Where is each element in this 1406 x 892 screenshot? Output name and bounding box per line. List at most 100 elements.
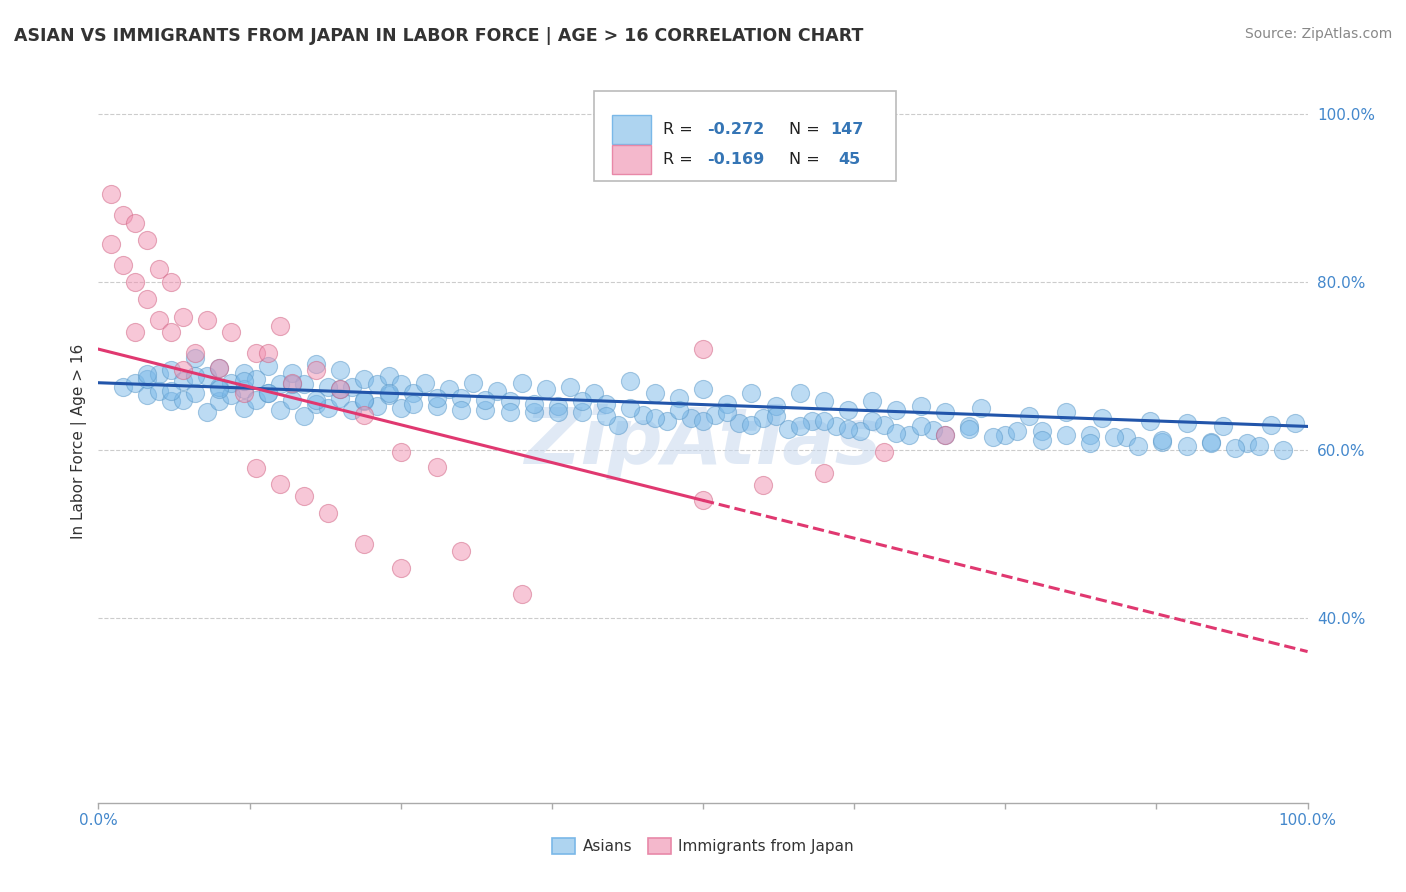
Point xyxy=(1018,409,1040,424)
Point xyxy=(148,312,170,326)
Point xyxy=(474,402,496,417)
Point xyxy=(305,363,328,377)
FancyBboxPatch shape xyxy=(613,115,651,145)
Point xyxy=(704,408,727,422)
Point xyxy=(245,392,267,407)
Point xyxy=(1007,425,1029,439)
Point xyxy=(232,383,254,397)
Legend: Asians, Immigrants from Japan: Asians, Immigrants from Japan xyxy=(546,832,860,860)
Point xyxy=(873,417,896,432)
Point xyxy=(316,506,339,520)
Point xyxy=(450,391,472,405)
Point xyxy=(1175,439,1198,453)
Point xyxy=(498,405,520,419)
Text: R =: R = xyxy=(664,152,697,167)
Point xyxy=(957,422,980,436)
Point xyxy=(547,405,569,419)
Point xyxy=(1284,416,1306,430)
Point xyxy=(100,186,122,201)
Point xyxy=(329,383,352,397)
Point xyxy=(172,310,194,325)
Point xyxy=(184,369,207,384)
Point xyxy=(692,383,714,397)
Point xyxy=(450,402,472,417)
Point xyxy=(897,427,920,442)
Point xyxy=(886,426,908,441)
Point xyxy=(1078,427,1101,442)
Point xyxy=(245,461,267,475)
Point xyxy=(1078,436,1101,450)
Point xyxy=(124,376,146,390)
Point xyxy=(281,377,304,392)
Point xyxy=(208,394,231,409)
Point xyxy=(1152,434,1174,449)
Point xyxy=(813,467,835,481)
Text: 147: 147 xyxy=(830,122,863,137)
Point xyxy=(148,384,170,398)
Text: ZipAtlas: ZipAtlas xyxy=(524,403,882,480)
Point xyxy=(860,413,883,427)
Point xyxy=(692,413,714,427)
Point xyxy=(135,368,157,382)
Point xyxy=(655,413,678,427)
Point xyxy=(981,430,1004,444)
Point xyxy=(232,374,254,388)
Point xyxy=(437,383,460,397)
Point xyxy=(1031,425,1053,439)
Point xyxy=(366,399,388,413)
Point xyxy=(523,405,546,419)
Point xyxy=(1091,411,1114,425)
Point xyxy=(208,383,231,397)
Point xyxy=(921,423,943,437)
Point xyxy=(342,380,364,394)
Point xyxy=(221,376,243,390)
Point xyxy=(353,392,375,407)
Point xyxy=(208,360,231,375)
Point xyxy=(232,366,254,380)
Point xyxy=(595,409,617,424)
Point xyxy=(256,346,278,360)
Point xyxy=(813,394,835,409)
Point xyxy=(316,401,339,415)
Point xyxy=(160,384,183,398)
Point xyxy=(994,427,1017,442)
Point xyxy=(245,371,267,385)
Point xyxy=(1199,436,1222,450)
Point xyxy=(269,318,291,333)
Point xyxy=(534,383,557,397)
Point xyxy=(292,489,315,503)
Point xyxy=(256,359,278,373)
Point xyxy=(1115,430,1137,444)
Point xyxy=(886,402,908,417)
Point xyxy=(668,402,690,417)
Point xyxy=(1212,419,1234,434)
Point xyxy=(160,326,183,340)
Point xyxy=(957,419,980,434)
FancyBboxPatch shape xyxy=(613,145,651,174)
Point xyxy=(305,357,328,371)
Point xyxy=(510,376,533,390)
Y-axis label: In Labor Force | Age > 16: In Labor Force | Age > 16 xyxy=(72,344,87,539)
Point xyxy=(740,417,762,432)
Point xyxy=(692,493,714,508)
Point xyxy=(281,392,304,407)
Point xyxy=(100,237,122,252)
Point xyxy=(970,401,993,415)
Text: N =: N = xyxy=(789,122,825,137)
Point xyxy=(184,351,207,365)
Point xyxy=(124,275,146,289)
Point xyxy=(463,376,485,390)
Point xyxy=(692,342,714,356)
Point xyxy=(450,543,472,558)
Point xyxy=(740,385,762,400)
Point xyxy=(256,385,278,400)
Point xyxy=(221,388,243,402)
Point xyxy=(377,385,399,400)
Point xyxy=(245,346,267,360)
Point xyxy=(208,360,231,375)
Point xyxy=(631,408,654,422)
Point xyxy=(342,402,364,417)
Point xyxy=(644,385,666,400)
Point xyxy=(498,394,520,409)
Point xyxy=(679,411,702,425)
